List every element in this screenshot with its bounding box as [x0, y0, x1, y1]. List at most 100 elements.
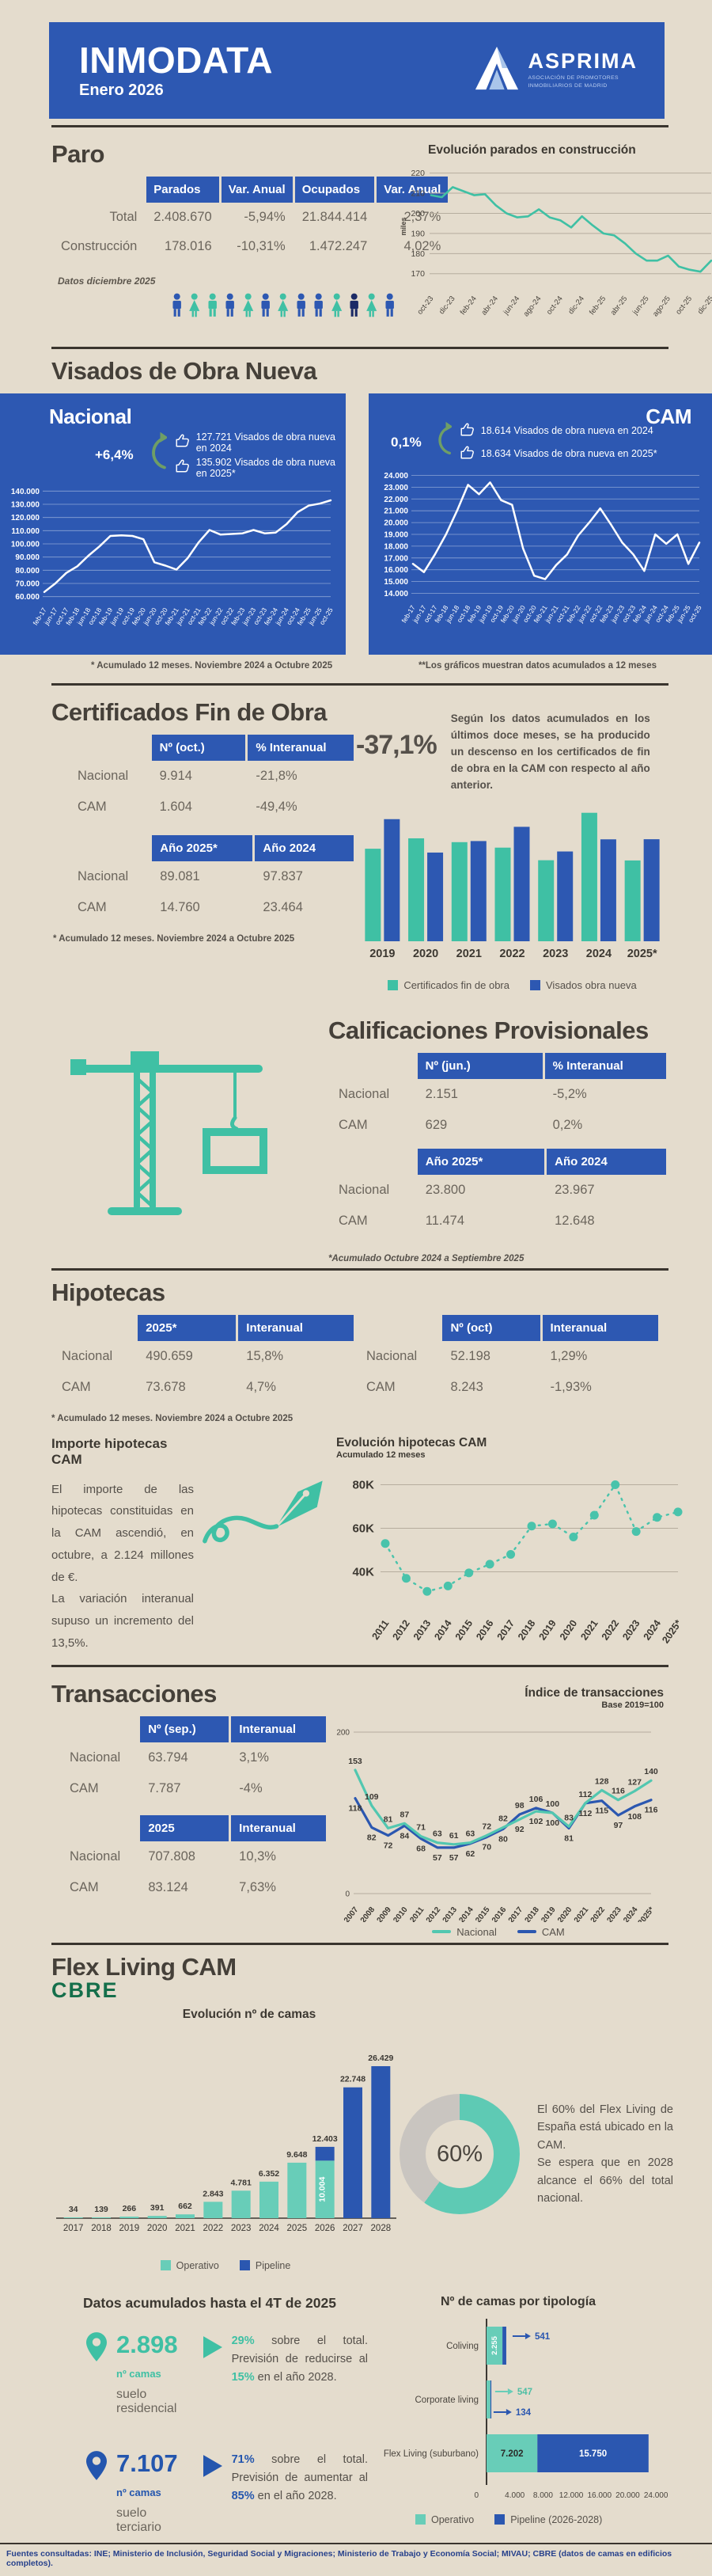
header-banner: INMODATA Enero 2026 ASPRIMA ASOCIACIÓN D…: [49, 22, 665, 119]
svg-text:miles: miles: [400, 217, 407, 235]
tipologia-legend: Operativo Pipeline (2026-2028): [368, 2514, 668, 2525]
map-pin-icon: [86, 2331, 107, 2365]
svg-text:100: 100: [546, 1799, 560, 1809]
svg-text:92: 92: [515, 1825, 525, 1834]
visados-nacional-2025: 135.902 Visados de obra nueva en 2025*: [195, 456, 335, 479]
table-cell: 1.472.247: [309, 239, 368, 253]
svg-text:feb-25: feb-25: [588, 294, 608, 317]
table-cell: 12.648: [555, 1213, 595, 1228]
section-paro: Paro Parados Var. Anual Ocupados Var. An…: [0, 132, 712, 342]
indice-chart-subtitle: Base 2019=100: [601, 1700, 664, 1710]
table-row: Nacional 490.659 15,8%: [54, 1341, 354, 1372]
certificados-bar-chart: 2019 2020 2021 2022 2023 2024 2025*: [365, 812, 660, 960]
svg-text:abr-24: abr-24: [479, 294, 500, 317]
svg-text:100.000: 100.000: [11, 541, 40, 549]
certificados-table-anual: Año 2025* Año 2024 Nacional 89.081 97.837 …: [67, 835, 356, 923]
svg-text:127: 127: [627, 1777, 642, 1787]
stat-sub: suelo terciario: [116, 2506, 161, 2534]
col-header: Nº (jun.): [417, 1052, 543, 1079]
svg-text:62: 62: [466, 1848, 475, 1858]
table-cell: 629: [425, 1117, 448, 1132]
person-icon: [314, 293, 324, 317]
flex-camas-bar-chart: 34 2017 139 2018 266 2019 391 2020 662 2021 2.843 2…: [56, 2054, 396, 2233]
svg-text:266: 266: [123, 2204, 137, 2213]
svg-text:190: 190: [411, 229, 425, 238]
table-cell: 8.243: [450, 1379, 483, 1394]
col-header: % Interanual: [544, 1052, 666, 1079]
svg-text:2016: 2016: [490, 1905, 509, 1921]
row-label: CAM: [62, 1379, 91, 1394]
calificaciones-footnote: *Acumulado Octubre 2024 a Septiembre 202…: [328, 1253, 525, 1263]
brand-subtitle-2: INMOBILIARIOS DE MADRID: [528, 83, 608, 89]
col-header: 2025*: [138, 1314, 237, 1341]
svg-text:19.000: 19.000: [384, 531, 408, 540]
svg-text:2019: 2019: [369, 948, 395, 960]
table-cell: 23.967: [555, 1182, 595, 1197]
arrow-right-icon: [203, 2335, 222, 2363]
table-row: CAM 14.760 23.464: [70, 892, 354, 923]
legend-label: Nacional: [456, 1925, 497, 1938]
visados-nacional-line-chart: 140.000 130.000 120.000 110.000 100.000 90.00…: [11, 488, 335, 627]
svg-text:2018: 2018: [524, 1905, 542, 1921]
person-icon: [350, 293, 358, 317]
col-header: Año 2024: [547, 1148, 666, 1175]
svg-text:oct-24: oct-24: [545, 294, 565, 317]
table-cell: -5,2%: [552, 1086, 587, 1101]
row-label: CAM: [70, 1780, 99, 1795]
indice-chart-title: Índice de transacciones: [525, 1685, 664, 1700]
row-label: Nacional: [70, 1848, 121, 1864]
svg-text:100: 100: [546, 1818, 560, 1828]
table-cell: 21.844.414: [301, 210, 368, 224]
svg-text:2023: 2023: [543, 948, 568, 960]
svg-text:40K: 40K: [352, 1565, 374, 1579]
row-label: Total: [109, 210, 138, 224]
svg-text:2020: 2020: [413, 948, 438, 960]
certificados-big-pct: -37,1%: [356, 730, 437, 760]
table-cell: 4,7%: [246, 1379, 276, 1394]
legend-label: Operativo: [176, 2259, 219, 2271]
svg-text:abr-25: abr-25: [609, 294, 630, 317]
svg-text:2011: 2011: [369, 1617, 391, 1641]
svg-text:110.000: 110.000: [11, 527, 40, 536]
col-header: Año 2025*: [417, 1148, 545, 1175]
person-icon: [278, 293, 289, 317]
transacciones-table-mensual: Nº (sep.) Interanual Nacional 63.794 3,1% …: [59, 1715, 328, 1804]
svg-text:2028: 2028: [371, 2224, 392, 2233]
svg-text:391: 391: [150, 2203, 165, 2213]
person-icon: [297, 293, 305, 317]
svg-text:0: 0: [345, 1890, 350, 1898]
blue-legend-swatch: [239, 2260, 250, 2271]
svg-text:2017: 2017: [507, 1905, 525, 1921]
table-cell: 63.794: [148, 1750, 188, 1765]
brand-subtitle-1: ASOCIACIÓN DE PROMOTORES: [528, 75, 619, 82]
table-cell: 0,2%: [552, 1117, 583, 1132]
svg-text:2023: 2023: [231, 2224, 252, 2233]
svg-text:2.843: 2.843: [203, 2189, 223, 2198]
svg-text:140.000: 140.000: [11, 488, 40, 496]
table-cell: 15,8%: [246, 1348, 284, 1363]
svg-text:2017: 2017: [495, 1617, 517, 1642]
donut-paragraph-1: El 60% del Flex Living de España está ub…: [537, 2103, 673, 2152]
col-header: Interanual: [238, 1314, 354, 1341]
stat-value: 2.898: [116, 2330, 178, 2358]
person-icon: [225, 293, 235, 317]
panel-label-nacional: Nacional: [49, 405, 132, 428]
tipologia-chart-title: Nº de camas por tipología: [440, 2294, 596, 2308]
svg-text:2025*: 2025*: [627, 948, 657, 960]
section-hipotecas: Hipotecas 2025* Interanual Nacional 490.6…: [0, 1279, 712, 1660]
svg-text:112: 112: [578, 1789, 592, 1799]
svg-text:200: 200: [336, 1728, 350, 1737]
stat-unit: nº camas: [116, 2486, 161, 2498]
svg-text:6.352: 6.352: [259, 2168, 279, 2178]
svg-text:2.255: 2.255: [490, 2335, 499, 2354]
svg-text:2008: 2008: [359, 1905, 377, 1921]
row-label: Nacional: [70, 1750, 121, 1765]
svg-text:2022: 2022: [203, 2224, 224, 2233]
svg-text:2020: 2020: [558, 1617, 579, 1642]
visados-cam-2024: 18.614 Visados de obra nueva en 2024: [480, 425, 653, 436]
row-label: CAM: [339, 1117, 368, 1132]
table-row: CAM 8.243 -1,93%: [358, 1372, 658, 1403]
col-header: 2025: [140, 1814, 229, 1841]
svg-text:16.000: 16.000: [384, 566, 408, 575]
